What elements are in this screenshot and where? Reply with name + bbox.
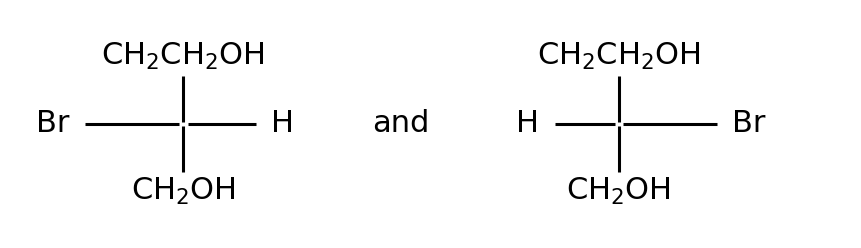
Text: $\mathrm{CH_2CH_2OH}$: $\mathrm{CH_2CH_2OH}$	[102, 41, 265, 72]
Text: $\mathrm{CH_2CH_2OH}$: $\mathrm{CH_2CH_2OH}$	[536, 41, 700, 72]
Text: and: and	[372, 110, 430, 138]
Text: Br: Br	[732, 110, 765, 138]
Text: $\mathrm{CH_2OH}$: $\mathrm{CH_2OH}$	[566, 176, 671, 207]
Text: H: H	[516, 110, 539, 138]
Text: Br: Br	[36, 110, 70, 138]
Text: $\mathrm{CH_2OH}$: $\mathrm{CH_2OH}$	[131, 176, 236, 207]
Text: H: H	[271, 110, 294, 138]
